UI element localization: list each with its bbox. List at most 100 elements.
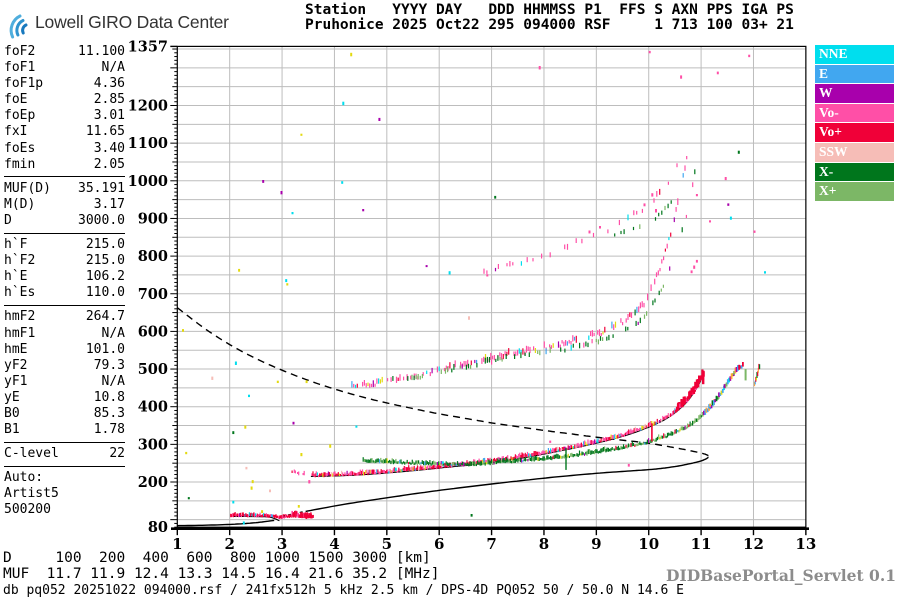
param-label: foF1p [4,76,44,92]
measurement-info-row: db pq052 20251022 094000.rsf / 241fx512h… [3,583,684,598]
trace-F2-O-3rd-order [483,163,678,274]
panel-separator [4,232,125,234]
param-row-hmE: hmE 101.0 [4,342,125,358]
param-row-foEp: foEp 3.01 [4,108,125,124]
param-label: foF1 [4,60,36,76]
param-row-foF1p: foF1p 4.36 [4,76,125,92]
param-row-B1: B1 1.78 [4,422,125,438]
param-value: 1.78 [93,422,125,438]
y-axis-label-600: 600 [138,323,168,340]
param-value: 79.3 [93,357,125,373]
panel-separator [4,465,125,467]
param-value: 3.40 [93,140,125,156]
param-row-B0: B0 85.3 [4,406,125,422]
trace-echo-cluster-right [753,363,761,387]
giro-logo-icon [9,14,28,39]
x-axis-label-2: 2 [224,535,234,553]
axes: 1357120011001000900800700600500400300200… [128,38,817,553]
param-label: foEp [4,108,36,124]
y-axis-label-80: 80 [148,519,168,536]
param-label: 500200 [4,502,51,518]
param-label: fmin [4,156,36,172]
param-value: 110.0 [85,285,125,301]
param-row-hE: h`E 106.2 [4,269,125,285]
header-columns-row: Station YYYY DAY DDD HHMMSS P1 FFS S AXN… [305,2,794,18]
y-axis-label-1100: 1100 [128,135,168,152]
noise-points [182,50,766,525]
param-label: D [4,212,12,228]
legend-item-Vo+: Vo+ [815,123,894,142]
trace-F2-O-2nd-order [351,156,688,389]
param-value: 3000.0 [78,212,125,228]
param-value: 22 [109,446,125,462]
y-axis-label-400: 400 [138,399,168,416]
param-row-hF2: h`F2 215.0 [4,253,125,269]
legend-item-NNE: NNE [815,45,894,64]
logo-text: Lowell GIRO Data Center [35,11,229,32]
param-row-foEs: foEs 3.40 [4,141,125,157]
muf-transmission-curve [177,307,709,457]
y-axis-label-1000: 1000 [128,173,168,190]
trace-Es-trace [230,510,314,519]
x-axis-label-3: 3 [277,535,287,553]
scaled-parameters-panel: foF2 11.100 foF1 N/A foF1p 4.36 foE 2.85 foEp 3.0… [4,44,125,519]
param-label: hmE [4,341,28,357]
param-row-hF: h`F 215.0 [4,237,125,253]
muf-values-row: MUF 11.7 11.9 12.4 13.3 14.5 16.4 21.6 3… [3,565,440,582]
legend-item-W: W [815,84,894,103]
trace-F2-X-mode-1st-order [362,362,744,467]
legend-item-X-: X- [815,162,894,182]
x-axis-label-5: 5 [382,535,392,553]
station-header: Station YYYY DAY DDD HHMMSS P1 FFS S AXN… [305,3,794,33]
param-label: fxI [4,124,28,140]
y-axis-label-1200: 1200 [128,98,168,115]
y-axis-label-500: 500 [138,361,168,378]
panel-separator [4,176,125,178]
muf-table: D 100 200 400 600 800 1000 1500 3000 [km… [3,550,440,582]
panel-separator [4,441,125,443]
vertical-echo-marks [565,369,747,470]
param-label: Auto: [4,470,44,486]
servlet-version-label: DIDBasePortal_Servlet 0.1 [666,566,896,585]
param-value: N/A [101,60,125,76]
param-row-foF2: foF2 11.100 [4,44,125,60]
param-label: h`F [4,237,28,253]
param-row-500200: 500200 [4,502,125,518]
param-value: 4.36 [93,76,125,92]
plot-content [177,50,766,527]
param-label: Artist5 [4,486,59,502]
param-label: h`E [4,269,28,285]
param-row-yF1: yF1 N/A [4,374,125,390]
param-row-hmF1: hmF1 N/A [4,326,125,342]
param-label: foF2 [4,44,36,59]
x-axis-label-6: 6 [434,535,444,553]
param-label: B1 [4,422,20,438]
param-row-fmin: fmin 2.05 [4,157,125,173]
param-label: MUF(D) [4,180,51,196]
param-label: yE [4,389,20,405]
grid-lines [177,46,806,528]
param-value: 2.85 [93,92,125,108]
param-row-yF2: yF2 79.3 [4,358,125,374]
trace-F2-X-2nd-order [407,169,696,381]
param-label: h`F2 [4,253,36,269]
param-row-MD: M(D) 3.17 [4,197,125,213]
param-value: 215.0 [85,253,125,269]
muf-distance-row: D 100 200 400 600 800 1000 1500 3000 [km… [3,550,431,566]
param-label: C-level [4,446,59,462]
param-label: hmF1 [4,325,36,341]
param-label: yF1 [4,373,28,389]
param-row-yE: yE 10.8 [4,390,125,406]
param-value: 11.65 [85,124,125,140]
param-label: hmF2 [4,309,36,325]
true-height-profile-E [177,519,275,527]
param-value: N/A [101,373,125,389]
trace-F2-O-mode-1st-order [291,369,705,478]
param-value: 10.8 [93,389,125,405]
param-row-hmF2: hmF2 264.7 [4,309,125,325]
x-axis-label-12: 12 [743,535,764,553]
x-axis-label-4: 4 [329,535,339,553]
param-label: foEs [4,140,36,156]
param-row-Artist5: Artist5 [4,486,125,502]
